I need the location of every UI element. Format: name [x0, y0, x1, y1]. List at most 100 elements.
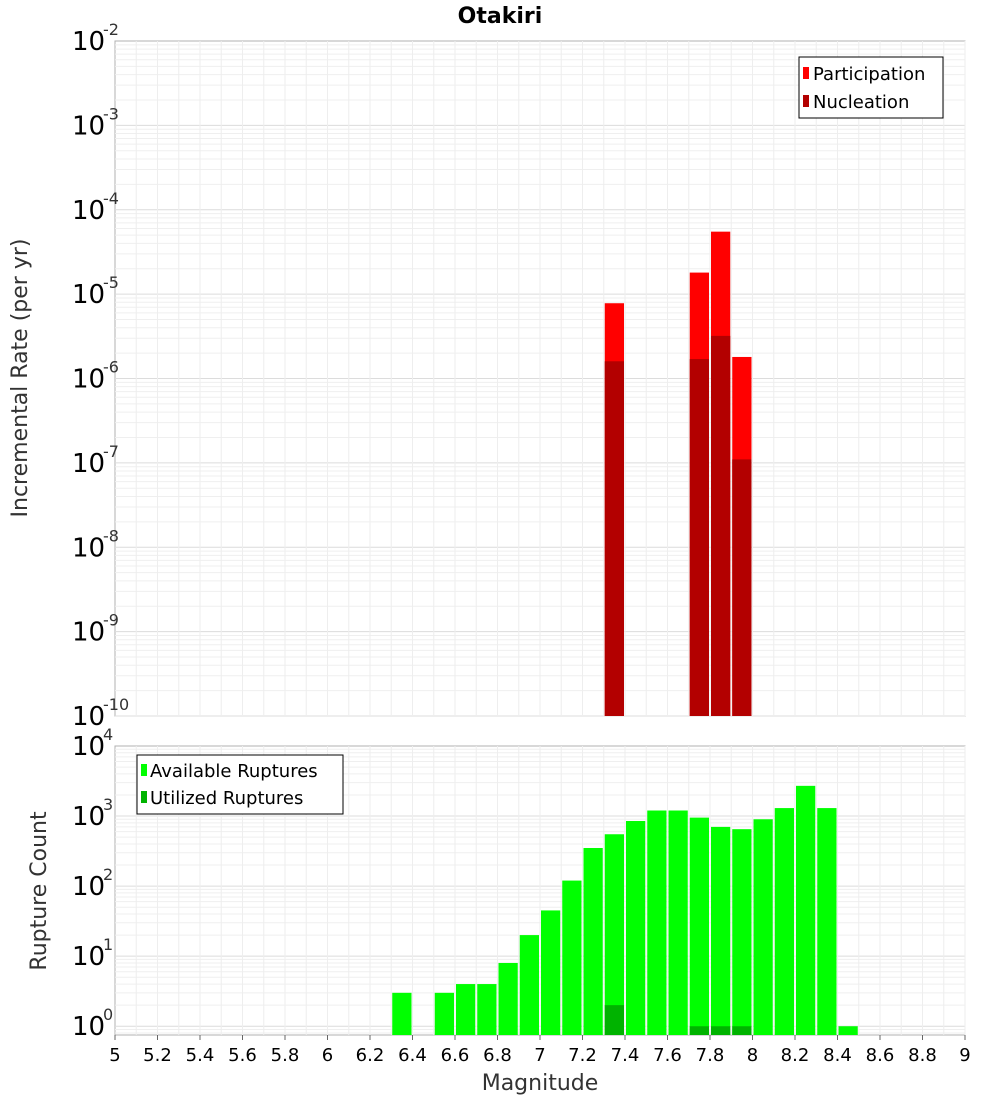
count-y-tick-base: 10 — [72, 1012, 105, 1042]
count-bar-available-ruptures — [796, 785, 816, 1035]
x-tick-label: 5.8 — [271, 1045, 300, 1066]
rate-y-tick-base: 10 — [72, 111, 105, 141]
rate-plot-grid — [115, 41, 966, 717]
rate-y-tick-exponent: -10 — [103, 695, 129, 714]
x-tick-label: 7 — [534, 1045, 545, 1066]
rate-bar-nucleation — [732, 459, 752, 716]
legend-label-utilized: Utilized Ruptures — [150, 788, 303, 809]
rate-y-tick-exponent: -6 — [103, 358, 119, 377]
rate-y-tick-exponent: -5 — [103, 273, 119, 292]
count-bar-utilized-ruptures — [711, 1026, 731, 1035]
count-y-tick-exponent: 0 — [103, 1005, 113, 1024]
x-tick-label: 8.2 — [781, 1045, 810, 1066]
legend-label-nucleation: Nucleation — [813, 92, 909, 113]
x-tick-label: 8.8 — [908, 1045, 937, 1066]
count-bar-utilized-ruptures — [604, 1005, 624, 1035]
count-bar-available-ruptures — [541, 910, 561, 1035]
x-tick-label: 5.6 — [228, 1045, 257, 1066]
count-bar-available-ruptures — [519, 935, 539, 1035]
count-bar-available-ruptures — [711, 826, 731, 1035]
x-tick-label: 5.2 — [143, 1045, 172, 1066]
x-axis-ticks: 5 5.2 5.4 5.6 5.8 6 6.2 6.4 6.6 6.8 7 7.2 7.4 7.6 7.8 8… — [109, 1035, 971, 1066]
x-tick-label: 6.4 — [398, 1045, 427, 1066]
rate-y-tick-base: 10 — [72, 365, 105, 395]
rate-y-tick-base: 10 — [72, 702, 105, 732]
count-bar-available-ruptures — [668, 810, 688, 1035]
x-tick-label: 6 — [322, 1045, 333, 1066]
count-y-tick-exponent: 1 — [103, 935, 113, 954]
count-bar-available-ruptures — [774, 808, 794, 1035]
legend-swatch-participation — [803, 67, 809, 79]
x-tick-label: 6.8 — [483, 1045, 512, 1066]
x-tick-label: 9 — [959, 1045, 970, 1066]
count-bar-available-ruptures — [817, 808, 837, 1035]
count-bar-utilized-ruptures — [732, 1026, 752, 1035]
count-legend: Available Ruptures Utilized Ruptures — [136, 754, 344, 815]
rate-y-tick-exponent: -4 — [103, 189, 119, 208]
x-tick-label: 5 — [109, 1045, 120, 1066]
rate-legend-box — [798, 56, 944, 119]
rate-bar-nucleation — [711, 335, 731, 716]
x-tick-label: 7.6 — [653, 1045, 682, 1066]
count-bar-available-ruptures — [647, 810, 667, 1035]
count-bar-available-ruptures — [732, 829, 752, 1035]
x-tick-label: 8.6 — [866, 1045, 895, 1066]
legend-swatch-available — [141, 764, 147, 776]
count-bar-available-ruptures — [562, 880, 582, 1035]
count-bar-available-ruptures — [838, 1026, 858, 1035]
chart-title: Otakiri — [458, 4, 543, 29]
rate-y-tick-exponent: -8 — [103, 526, 119, 545]
count-bar-available-ruptures — [434, 992, 454, 1035]
x-tick-label: 7.4 — [611, 1045, 640, 1066]
count-bar-available-ruptures — [689, 817, 709, 1035]
legend-swatch-nucleation — [803, 95, 809, 107]
count-bar-available-ruptures — [626, 821, 646, 1035]
count-legend-box — [136, 754, 344, 815]
rate-y-tick-base: 10 — [72, 449, 105, 479]
count-bar-utilized-ruptures — [689, 1026, 709, 1035]
count-plot-bars — [392, 785, 858, 1035]
rate-legend: Participation Nucleation — [798, 56, 944, 119]
rate-bar-nucleation — [604, 361, 624, 716]
count-bar-available-ruptures — [392, 992, 412, 1035]
count-bar-available-ruptures — [753, 819, 773, 1035]
count-y-axis-label: Rupture Count — [27, 811, 52, 971]
rate-y-tick-exponent: -7 — [103, 442, 119, 461]
x-tick-label: 7.2 — [568, 1045, 597, 1066]
count-bar-available-ruptures — [583, 848, 603, 1035]
rate-y-tick-exponent: -3 — [103, 104, 119, 123]
x-axis-label: Magnitude — [482, 1071, 599, 1096]
count-y-tick-base: 10 — [72, 872, 105, 902]
x-tick-label: 6.2 — [356, 1045, 385, 1066]
count-y-tick-exponent: 4 — [103, 725, 113, 744]
rate-bar-nucleation — [689, 359, 709, 716]
rate-y-tick-base: 10 — [72, 27, 105, 57]
count-bar-available-ruptures — [498, 962, 518, 1035]
count-bar-available-ruptures — [456, 984, 476, 1035]
x-tick-label: 8.4 — [823, 1045, 852, 1066]
rate-y-tick-base: 10 — [72, 533, 105, 563]
legend-label-participation: Participation — [813, 64, 925, 85]
count-y-tick-exponent: 3 — [103, 795, 113, 814]
count-y-tick-base: 10 — [72, 732, 105, 762]
rate-plot-bars — [604, 231, 752, 716]
rate-y-axis-label: Incremental Rate (per yr) — [8, 239, 33, 518]
x-tick-label: 7.8 — [696, 1045, 725, 1066]
count-y-tick-exponent: 2 — [103, 865, 113, 884]
rate-y-tick-base: 10 — [72, 196, 105, 226]
rate-y-tick-base: 10 — [72, 280, 105, 310]
legend-label-available: Available Ruptures — [150, 761, 318, 782]
x-tick-label: 6.6 — [441, 1045, 470, 1066]
x-tick-label: 8 — [747, 1045, 758, 1066]
rate-y-tick-exponent: -9 — [103, 611, 119, 630]
count-bar-available-ruptures — [477, 984, 497, 1035]
count-y-tick-base: 10 — [72, 942, 105, 972]
rate-y-tick-base: 10 — [72, 618, 105, 648]
rate-y-tick-exponent: -2 — [103, 20, 119, 39]
legend-swatch-utilized — [141, 791, 147, 803]
